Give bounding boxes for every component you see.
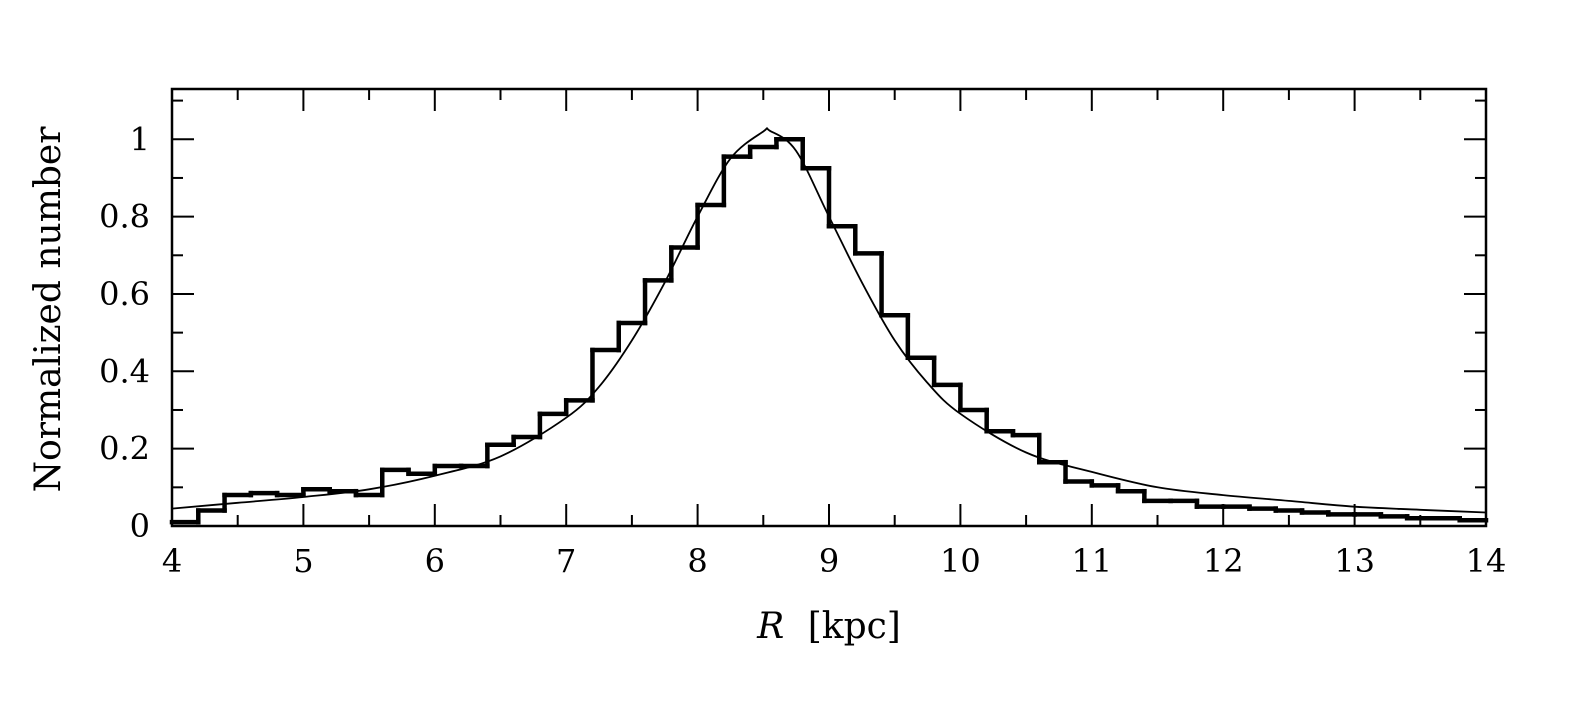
- y-tick-label: 0.2: [99, 430, 150, 468]
- x-tick-label: 13: [1334, 542, 1375, 580]
- x-tick-label: 12: [1203, 542, 1244, 580]
- x-tick-label: 9: [819, 542, 839, 580]
- plot-content: [169, 127, 1489, 525]
- y-axis-label: Normalized number: [28, 126, 69, 493]
- x-axis-label: R [kpc]: [756, 606, 901, 647]
- y-tick-label: 0.6: [99, 275, 150, 313]
- y-tick-label: 1: [130, 120, 150, 158]
- x-tick-label: 8: [687, 542, 707, 580]
- plot-frame: [170, 87, 1488, 528]
- x-tick-label: 6: [425, 542, 445, 580]
- x-tick-label: 14: [1466, 542, 1507, 580]
- y-tick-label: 0.8: [99, 198, 150, 236]
- x-tick-label: 10: [940, 542, 981, 580]
- axis-ticks: [171, 89, 1487, 527]
- x-axis-unit: [kpc]: [808, 606, 901, 647]
- tick-labels: 4 5 6 7 8 9 10 11 12 13 14 0 0.2 0.4 0.6 0.8 1: [99, 120, 1506, 580]
- x-tick-label: 5: [293, 542, 313, 580]
- y-tick-label: 0: [130, 507, 150, 545]
- x-tick-label: 11: [1071, 542, 1112, 580]
- y-tick-label: 0.4: [99, 352, 150, 390]
- x-tick-label: 4: [162, 542, 182, 580]
- x-tick-label: 7: [556, 542, 576, 580]
- x-axis-variable: R: [756, 606, 784, 647]
